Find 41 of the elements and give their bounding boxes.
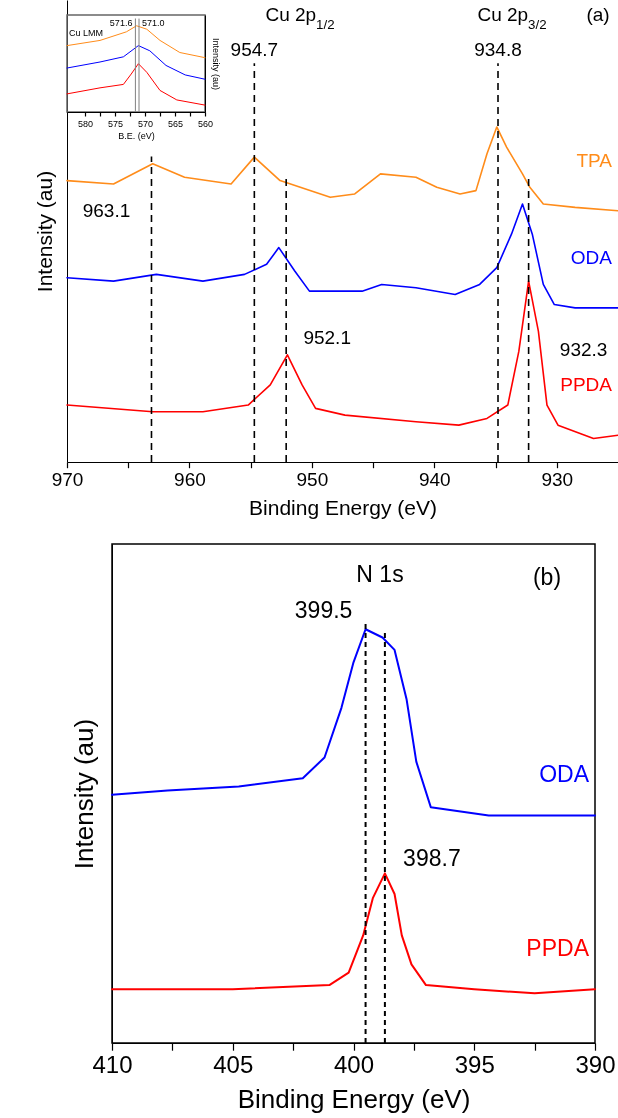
x-tick-label: 570: [137, 118, 154, 129]
text: Cu 2p$_{3/2}$: [477, 4, 547, 32]
annotation: Cu LMM: [69, 28, 104, 38]
x-tick-label: 410: [92, 1050, 133, 1078]
series-label: ODA: [539, 761, 590, 788]
x-tick-label: 405: [213, 1050, 254, 1078]
x-axis-title: B.E. (eV): [118, 131, 155, 142]
text: (a): [586, 4, 610, 25]
ref-line-label: 571.0: [142, 18, 165, 28]
ref-line-label: 932.3: [559, 339, 608, 360]
ref-line-label: 399.5: [294, 597, 353, 623]
y-axis-title: Intensity (au): [210, 37, 221, 91]
series-label: ODA: [570, 246, 613, 268]
y-axis-title: Intensity (au): [33, 170, 57, 293]
x-tick-label: 390: [575, 1050, 616, 1078]
ref-line-label: 952.1: [303, 327, 351, 348]
x-tick-label: 950: [296, 469, 329, 491]
text: (b): [532, 564, 562, 590]
text: Cu 2p$_{1/2}$: [265, 4, 335, 32]
ref-line-label: 963.1: [82, 200, 131, 221]
x-tick-label: 400: [333, 1050, 375, 1078]
x-tick-label: 395: [454, 1050, 495, 1078]
x-tick-label: 970: [51, 469, 84, 491]
ref-line-label: 934.8: [474, 39, 522, 60]
x-tick-label: 960: [174, 469, 206, 491]
series-label: PPDA: [560, 374, 613, 396]
x-axis-title: Binding Energy (eV): [237, 1084, 471, 1115]
ref-line-label: 398.7: [403, 845, 461, 871]
x-axis-title: Binding Energy (eV): [249, 495, 437, 519]
series-label: TPA: [576, 149, 613, 171]
series-label: PPDA: [526, 935, 590, 962]
x-tick-label: 940: [418, 469, 451, 491]
text: N 1s: [356, 561, 404, 587]
x-tick-label: 580: [77, 118, 94, 129]
x-tick-label: 565: [167, 118, 184, 129]
ref-line-label: 571.6: [109, 18, 133, 28]
ref-line-label: 954.7: [230, 39, 279, 60]
x-tick-label: 575: [107, 118, 124, 129]
y-axis-title: Intensity (au): [69, 718, 100, 870]
x-tick-label: 930: [541, 469, 574, 491]
x-tick-label: 560: [197, 118, 214, 129]
